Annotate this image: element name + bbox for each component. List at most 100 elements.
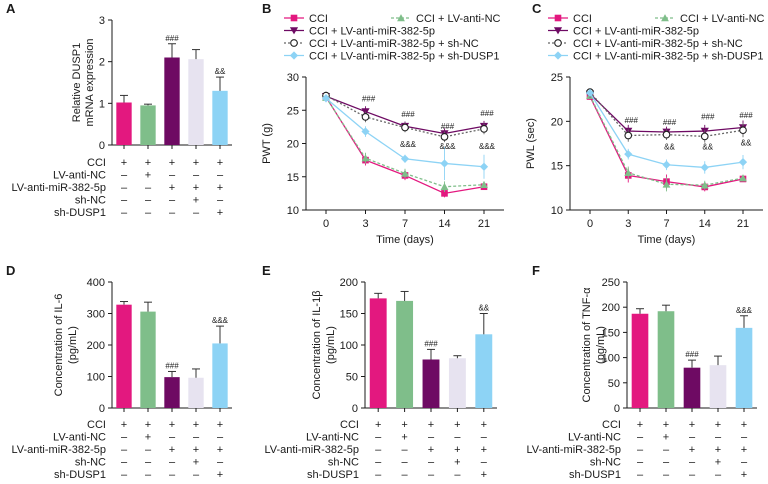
- treatment-sign: –: [454, 432, 461, 444]
- bar: [657, 311, 675, 408]
- marker-diamond: [585, 88, 595, 98]
- marker-triangle: [401, 169, 409, 177]
- y-tick-label: 100: [340, 340, 358, 352]
- treatment-row-label: sh-DUSP1: [307, 469, 359, 481]
- y-tick-label: 25: [287, 105, 299, 117]
- treatment-row-label: LV-anti-miR-382-5p: [11, 444, 106, 456]
- x-tick-label: 14: [699, 218, 711, 230]
- treatment-sign: –: [121, 469, 128, 481]
- treatment-row-label: sh-NC: [75, 457, 106, 469]
- bar: [369, 298, 387, 408]
- bar: [212, 90, 228, 145]
- treatment-row-label: LV-anti-NC: [53, 170, 106, 182]
- bar: [116, 304, 132, 408]
- legend-entry: CCI + LV-anti-NC: [680, 13, 765, 25]
- treatment-sign: +: [145, 419, 151, 431]
- y-tick-label: 0: [614, 403, 620, 415]
- marker-circle-open: [624, 131, 633, 140]
- treatment-sign: –: [741, 432, 748, 444]
- y-tick-label: 100: [602, 353, 620, 365]
- treatment-sign: +: [217, 444, 223, 456]
- y-axis-units: (pg/mL): [67, 326, 79, 364]
- bar: [448, 358, 466, 408]
- bar: [709, 365, 727, 408]
- treatment-row-label: LV-anti-miR-382-5p: [264, 444, 359, 456]
- treatment-sign: +: [193, 419, 199, 431]
- treatment-sign: –: [193, 469, 200, 481]
- treatment-sign: –: [217, 195, 224, 207]
- y-tick-label: 400: [87, 277, 105, 289]
- treatment-row-label: LV-anti-miR-382-5p: [526, 444, 621, 456]
- treatment-sign: –: [145, 195, 152, 207]
- marker-circle-open: [440, 133, 449, 141]
- treatment-sign: –: [481, 457, 488, 469]
- y-tick-label: 30: [287, 72, 299, 84]
- marker-diamond: [289, 51, 299, 60]
- treatment-sign: +: [169, 157, 175, 169]
- treatment-sign: +: [145, 432, 151, 444]
- significance-label: &&&: [736, 306, 753, 315]
- panel-label: F: [532, 263, 540, 278]
- marker-triangle: [624, 168, 633, 177]
- y-axis-units: (pg/mL): [325, 326, 337, 364]
- significance-label: &&&: [479, 142, 496, 151]
- y-axis-units: (pg/mL): [595, 326, 607, 364]
- bar: [475, 334, 493, 408]
- legend-entry: CCI + LV-anti-miR-382-5p: [309, 26, 435, 38]
- treatment-sign: –: [402, 444, 409, 456]
- x-tick-label: 0: [587, 218, 593, 230]
- significance-label: &&: [215, 67, 226, 76]
- treatment-sign: –: [375, 432, 382, 444]
- marker-circle-open: [401, 123, 409, 132]
- treatment-sign: –: [217, 170, 224, 182]
- y-tick-label: 150: [602, 327, 620, 339]
- marker-triangle-down: [289, 27, 299, 35]
- y-tick-label: 1: [99, 98, 105, 110]
- treatment-row-label: CCI: [602, 419, 621, 431]
- y-tick-label: 200: [87, 340, 105, 352]
- treatment-sign: +: [663, 419, 669, 431]
- y-axis-title: Concentration of TNF-α: [581, 287, 593, 403]
- treatment-sign: +: [217, 469, 223, 481]
- treatment-sign: –: [689, 457, 696, 469]
- treatment-sign: –: [217, 457, 224, 469]
- marker-diamond: [479, 162, 489, 171]
- legend-entry: CCI + LV-anti-NC: [416, 13, 501, 25]
- marker-square: [290, 14, 298, 22]
- treatment-sign: –: [193, 170, 200, 182]
- marker-triangle: [440, 182, 449, 191]
- treatment-sign: –: [637, 469, 644, 481]
- bar: [735, 327, 753, 408]
- marker-triangle: [397, 14, 405, 22]
- y-tick-label: 150: [340, 309, 358, 321]
- treatment-sign: +: [689, 419, 695, 431]
- treatment-sign: +: [401, 432, 407, 444]
- panel-e: E 0 50 100 150 200 Concentration of IL-1β (pg/m…: [262, 263, 497, 481]
- y-tick-label: 0: [352, 403, 358, 415]
- significance-label: ###: [625, 116, 639, 125]
- significance-label: &&&: [212, 316, 229, 325]
- treatment-sign: +: [454, 457, 460, 469]
- significance-label: ###: [685, 350, 699, 359]
- significance-label: &&&: [439, 142, 456, 151]
- panel-label: E: [262, 263, 271, 278]
- treatment-sign: +: [121, 157, 127, 169]
- treatment-sign: +: [169, 444, 175, 456]
- y-tick-label: 15: [551, 161, 563, 173]
- panel-label: A: [6, 1, 16, 16]
- treatment-sign: –: [169, 207, 176, 219]
- bar: [116, 102, 132, 145]
- x-tick-label: 3: [625, 218, 631, 230]
- bar: [140, 311, 156, 408]
- treatment-row-label: sh-DUSP1: [54, 469, 106, 481]
- treatment-sign: –: [402, 457, 409, 469]
- marker-circle-open: [662, 130, 671, 139]
- y-tick-label: 300: [87, 309, 105, 321]
- treatment-sign: –: [637, 444, 644, 456]
- legend-entry: CCI: [573, 13, 592, 25]
- x-tick-label: 21: [737, 218, 749, 230]
- y-tick-label: 10: [287, 205, 299, 217]
- treatment-sign: +: [217, 207, 223, 219]
- legend-entry: CCI + LV-anti-miR-382-5p + sh-DUSP1: [309, 51, 500, 63]
- treatment-sign: –: [145, 469, 152, 481]
